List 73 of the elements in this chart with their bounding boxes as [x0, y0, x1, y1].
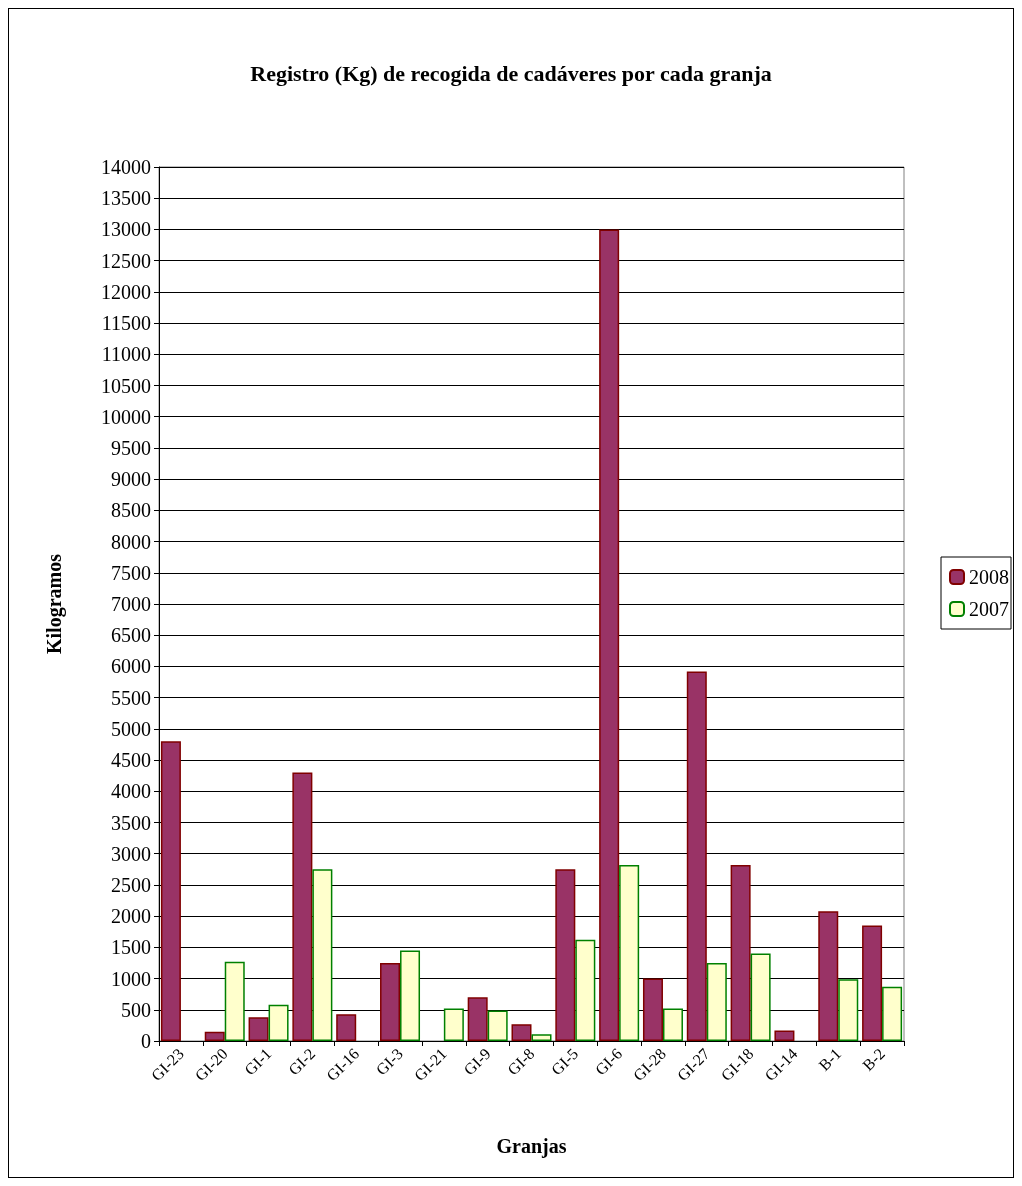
- x-tick-label: B-2: [859, 1044, 889, 1074]
- y-tick-label: 11500: [101, 312, 151, 335]
- y-tick-label: 12000: [101, 280, 151, 303]
- y-tick-label: 6000: [111, 655, 151, 678]
- y-tick-label: 6500: [111, 624, 151, 647]
- legend-label: 2008: [969, 566, 1009, 588]
- y-tick-label: 11000: [101, 343, 151, 366]
- bar: [312, 869, 333, 1041]
- y-tick-label: 1000: [111, 967, 151, 990]
- bar: [467, 997, 488, 1041]
- y-tick-label: 4500: [111, 749, 151, 772]
- bar: [838, 979, 859, 1041]
- y-tick-label: 5500: [111, 686, 151, 709]
- bar: [774, 1030, 795, 1041]
- bar: [487, 1010, 508, 1041]
- bar: [686, 671, 707, 1041]
- bar: [642, 978, 663, 1041]
- bar: [730, 864, 751, 1041]
- bar: [750, 953, 771, 1041]
- bar: [662, 1008, 683, 1041]
- y-tick-label: 0: [141, 1030, 151, 1052]
- bar: [400, 950, 421, 1041]
- y-axis-title: Kilogramos: [43, 553, 66, 654]
- bar: [531, 1034, 552, 1041]
- x-tick-label: GI-5: [547, 1044, 582, 1079]
- x-tick-label: GI-3: [372, 1044, 407, 1079]
- bar: [619, 864, 640, 1041]
- bar: [336, 1014, 357, 1041]
- bar: [160, 741, 181, 1041]
- bar: [224, 961, 245, 1041]
- y-tick-label: 2000: [111, 905, 151, 928]
- y-tick-label: 7500: [111, 561, 151, 584]
- bar: [248, 1017, 269, 1041]
- x-tick-label: GI-1: [241, 1044, 275, 1079]
- y-tick-label: 1500: [111, 936, 151, 959]
- chart-title: Registro (Kg) de recogida de cadáveres por cada granja: [250, 60, 772, 86]
- x-tick-label: GI-9: [460, 1044, 494, 1079]
- y-tick-label: 3500: [111, 811, 151, 834]
- bar: [268, 1004, 289, 1041]
- bar: [292, 772, 313, 1041]
- y-tick-label: 14000: [101, 156, 151, 178]
- y-tick-label: 500: [121, 998, 151, 1021]
- bar: [511, 1024, 532, 1041]
- bar: [555, 869, 576, 1041]
- bar: [818, 911, 839, 1041]
- y-tick-label: 7000: [111, 593, 151, 615]
- y-tick-label: 8000: [111, 530, 151, 553]
- y-tick-label: 9500: [111, 436, 151, 459]
- y-tick-label: 4000: [111, 780, 151, 803]
- bar: [706, 962, 727, 1041]
- x-tick-label: GI-2: [285, 1044, 319, 1079]
- bar: [204, 1031, 225, 1041]
- y-tick-label: 12500: [101, 249, 151, 272]
- x-tick-label: GI-8: [504, 1044, 538, 1079]
- y-tick-label: 10000: [101, 405, 151, 428]
- bar: [882, 986, 903, 1041]
- legend-label: 2007: [969, 598, 1009, 620]
- y-tick-label: 2500: [111, 873, 151, 896]
- y-tick-label: 13000: [101, 218, 151, 241]
- y-tick-label: 13500: [101, 187, 151, 210]
- bar: [862, 925, 883, 1041]
- y-tick-label: 8500: [111, 499, 151, 522]
- y-tick-label: 5000: [111, 717, 151, 740]
- x-tick-label: B-1: [815, 1044, 845, 1074]
- bar: [599, 229, 620, 1041]
- x-axis-title: Granjas: [496, 1135, 567, 1158]
- bar: [443, 1008, 464, 1041]
- bar: [380, 962, 401, 1041]
- y-tick-label: 9000: [111, 468, 151, 491]
- x-tick-label: GI-6: [591, 1044, 626, 1079]
- y-tick-label: 3000: [111, 842, 151, 865]
- y-tick-label: 10500: [101, 374, 151, 397]
- bar: [575, 939, 596, 1041]
